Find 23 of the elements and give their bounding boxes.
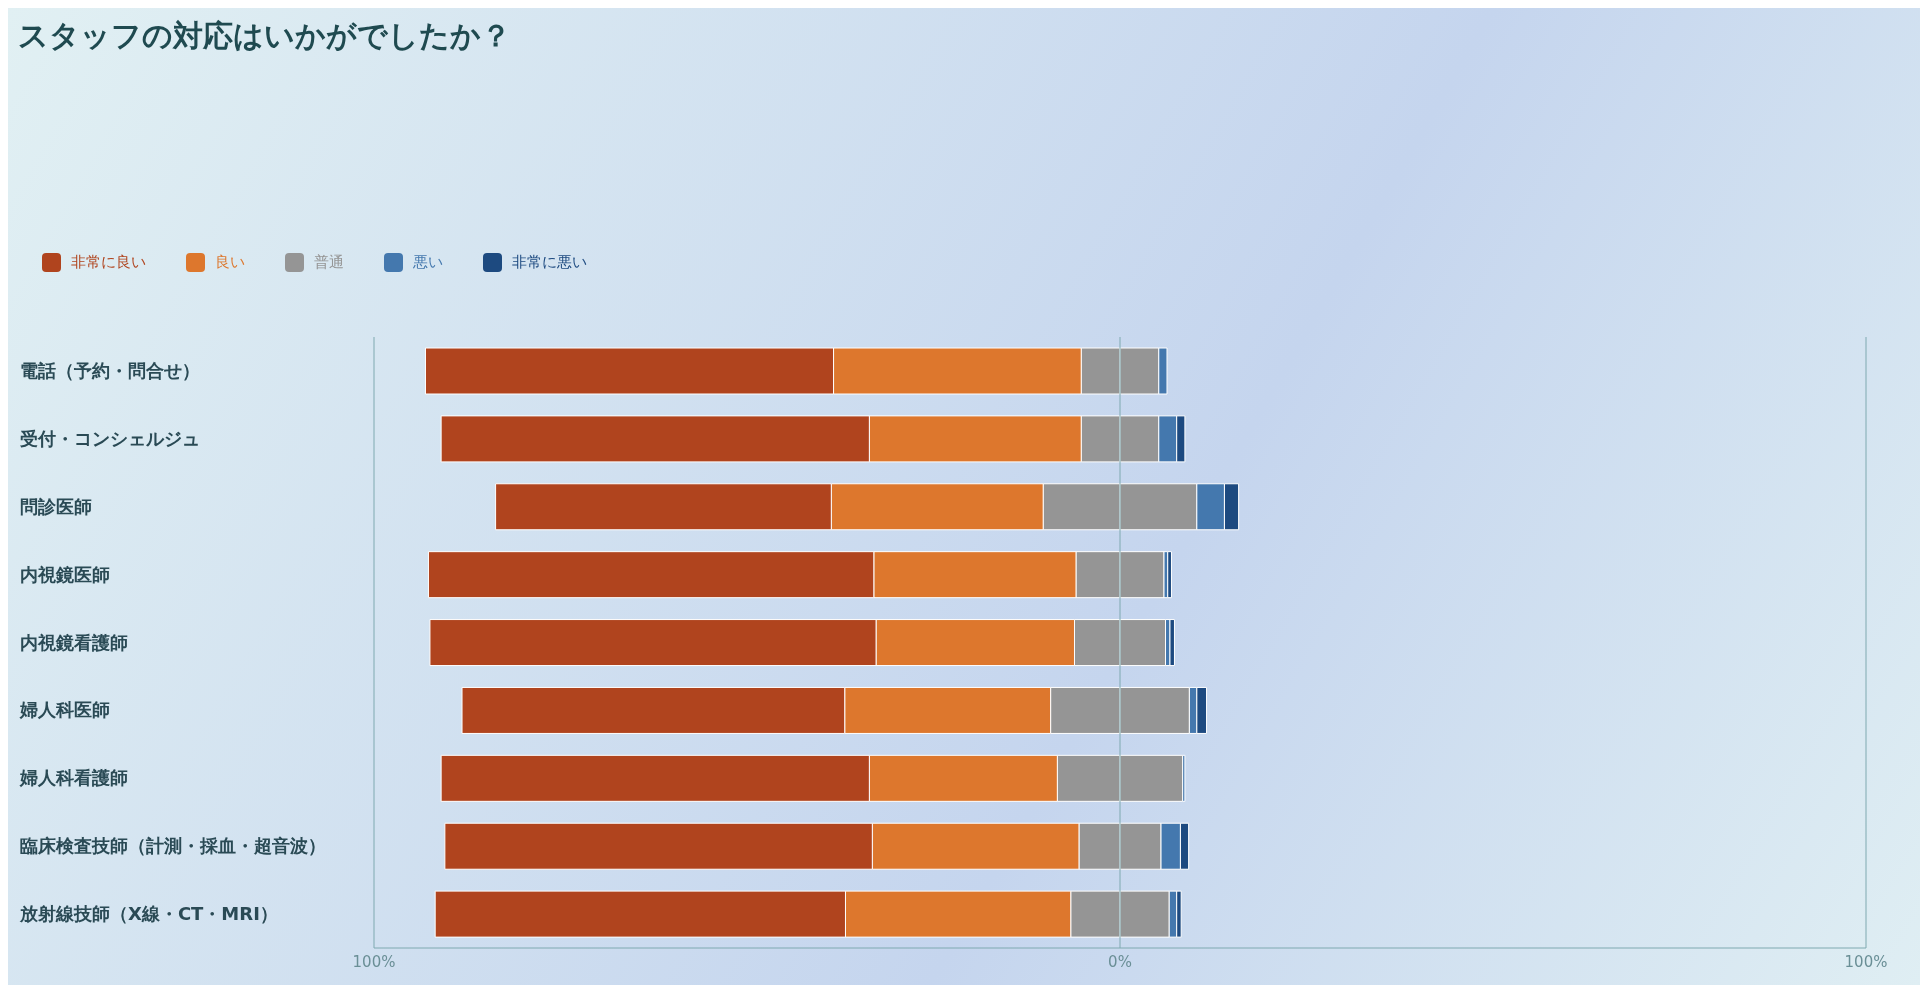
legend-label: 悪い	[413, 253, 443, 272]
y-tick-label: 臨床検査技師（計測・採血・超音波）	[20, 835, 326, 857]
y-tick-label: 内視鏡医師	[20, 563, 110, 585]
text: 非常に良い	[71, 253, 146, 272]
x-tick-label: 100%	[352, 952, 396, 971]
y-tick-label: 放射線技師（X線・CT・MRI）	[19, 903, 278, 925]
y-tick-label: 内視鏡看護師	[20, 631, 128, 653]
bar	[1167, 551, 1172, 599]
legend-label: 非常に悪い	[512, 253, 587, 272]
legend-label: 良い	[215, 253, 245, 272]
bar	[1119, 619, 1167, 667]
legend-label: 普通	[314, 253, 344, 272]
y-tick-label: 婦人科医師	[19, 699, 110, 721]
bar	[1169, 619, 1175, 667]
y-tick-label: 問診医師	[20, 495, 92, 517]
chart-title: スタッフの対応はいかがでしたか？	[18, 17, 511, 55]
y-tick-label: 婦人科看護師	[19, 767, 128, 789]
bar	[1119, 551, 1165, 599]
x-tick-label: 0%	[1108, 952, 1132, 971]
y-tick-label: 電話（予約・問合せ）	[20, 359, 200, 381]
bar	[1119, 754, 1184, 802]
x-tick-label: 100%	[1844, 952, 1888, 971]
y-tick-label: 受付・コンシェルジュ	[20, 427, 200, 449]
